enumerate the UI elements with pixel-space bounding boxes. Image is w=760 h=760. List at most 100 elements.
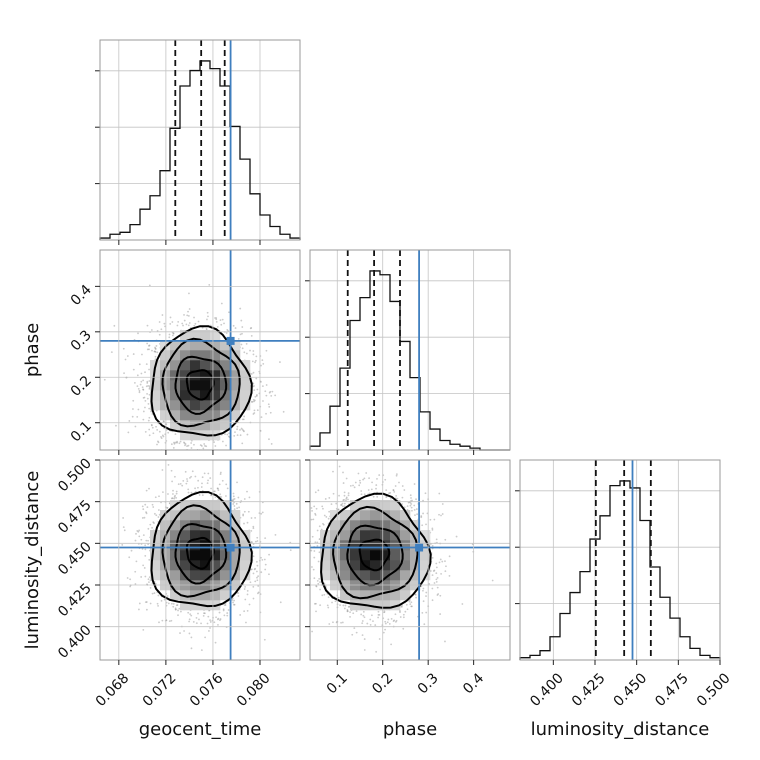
sample-point <box>142 418 145 421</box>
sample-point <box>157 440 159 443</box>
sample-point <box>148 344 151 347</box>
sample-point <box>161 619 164 622</box>
sample-point <box>143 567 146 569</box>
density-bin <box>340 520 351 531</box>
sample-point <box>327 517 330 520</box>
sample-point <box>314 602 316 605</box>
sample-point <box>265 412 267 415</box>
sample-point <box>410 503 413 505</box>
sample-point <box>455 535 458 538</box>
sample-point <box>358 479 361 482</box>
sample-point <box>186 480 189 483</box>
density-bin <box>210 330 221 341</box>
sample-point <box>151 426 154 429</box>
sample-point <box>144 399 147 402</box>
sample-point <box>338 494 340 497</box>
sample-point <box>415 498 417 501</box>
sample-point <box>349 615 351 618</box>
sample-point <box>162 435 165 438</box>
sample-point <box>425 595 427 597</box>
sample-point <box>158 333 161 336</box>
sample-point <box>319 604 322 607</box>
sample-point <box>140 538 143 541</box>
sample-point <box>331 601 333 604</box>
sample-point <box>145 489 148 492</box>
sample-point <box>190 475 193 478</box>
sample-point <box>313 556 316 559</box>
sample-point <box>441 560 444 563</box>
sample-point <box>256 454 258 456</box>
sample-point <box>254 395 257 398</box>
density-bin <box>200 520 211 531</box>
sample-point <box>410 506 413 509</box>
sample-point <box>148 368 150 371</box>
sample-point <box>262 362 265 365</box>
sample-point <box>110 351 113 354</box>
sample-point <box>435 578 438 581</box>
sample-point <box>322 523 325 526</box>
sample-point <box>347 498 349 501</box>
density-bin <box>150 550 161 561</box>
sample-point <box>375 487 377 490</box>
sample-point <box>175 490 178 493</box>
density-bin <box>230 340 241 351</box>
sample-point <box>122 347 125 350</box>
density-bin <box>220 420 231 431</box>
sample-point <box>156 443 158 446</box>
sample-point <box>416 513 419 516</box>
sample-point <box>207 454 209 456</box>
sample-point <box>190 614 193 617</box>
sample-point <box>252 413 255 415</box>
sample-point <box>201 468 203 470</box>
sample-point <box>140 380 143 383</box>
density-bin <box>210 550 221 561</box>
sample-point <box>234 327 237 329</box>
density-bin <box>390 520 401 531</box>
density-bin <box>180 510 191 521</box>
sample-point <box>424 492 427 495</box>
sample-point <box>220 302 223 305</box>
panel-frame <box>309 249 511 451</box>
sample-point <box>341 502 344 505</box>
sample-point <box>115 424 117 427</box>
sample-point <box>233 434 236 437</box>
density-bin <box>320 550 331 561</box>
density-bin <box>210 340 221 351</box>
density-bin <box>390 590 401 601</box>
density-bin <box>370 510 381 521</box>
sample-point <box>420 515 423 517</box>
sample-point <box>137 408 140 411</box>
sample-point <box>154 350 156 353</box>
sample-point <box>236 428 238 431</box>
sample-point <box>138 391 141 394</box>
sample-point <box>370 614 373 617</box>
sample-point <box>435 566 438 569</box>
sample-point <box>297 580 299 582</box>
density-bin <box>180 390 191 401</box>
sample-point <box>407 458 409 460</box>
sample-point <box>246 433 249 436</box>
density-bin <box>170 410 181 421</box>
density-bin <box>150 560 161 571</box>
density-bin <box>200 350 211 361</box>
sample-point <box>319 581 321 583</box>
sample-point <box>224 604 227 607</box>
density-bin <box>240 550 251 561</box>
sample-point <box>438 513 440 516</box>
density-bin <box>180 350 191 361</box>
sample-point <box>200 649 203 652</box>
sample-point <box>395 474 398 477</box>
sample-point <box>314 514 317 516</box>
sample-point <box>243 610 246 613</box>
sample-point <box>206 311 209 314</box>
sample-point <box>461 603 464 605</box>
density-bin <box>170 560 181 571</box>
sample-point <box>157 604 159 607</box>
sample-point <box>347 492 350 495</box>
sample-point <box>217 624 219 626</box>
sample-point <box>242 514 245 517</box>
contour-level <box>174 522 228 585</box>
density-bin <box>190 510 201 521</box>
sample-point <box>297 587 299 589</box>
sample-point <box>343 498 346 501</box>
